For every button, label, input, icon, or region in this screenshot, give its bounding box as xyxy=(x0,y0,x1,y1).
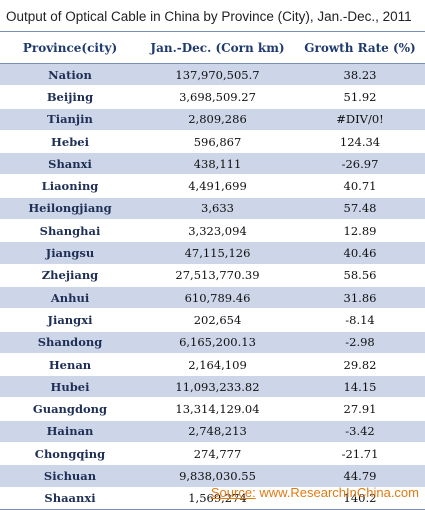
cell-province: Guangdong xyxy=(0,397,140,421)
optical-cable-table: Province(city) Jan.-Dec. (Corn km) Growt… xyxy=(0,31,425,510)
table-row: Nation 137,970,505.7 38.23 xyxy=(0,63,425,87)
source-url: www.ResearchInChina.com xyxy=(259,485,419,500)
cell-growth: 51.92 xyxy=(295,85,425,109)
table-title: Output of Optical Cable in China by Prov… xyxy=(6,9,412,24)
cell-output: 9,838,030.55 xyxy=(140,464,295,488)
cell-province: Hubei xyxy=(0,375,140,399)
cell-output: 2,748,213 xyxy=(140,420,295,444)
cell-province: Nation xyxy=(0,63,140,87)
cell-output: 11,093,233.82 xyxy=(140,375,295,399)
table-row: Jiangxi 202,654 -8.14 xyxy=(0,308,425,332)
table-row: Shandong 6,165,200.13 -2.98 xyxy=(0,331,425,354)
cell-province: Sichuan xyxy=(0,464,140,488)
cell-growth: 40.46 xyxy=(295,241,425,265)
table-row: Zhejiang 27,513,770.39 58.56 xyxy=(0,264,425,287)
cell-output: 610,789.46 xyxy=(140,286,295,310)
cell-growth: 40.71 xyxy=(295,174,425,198)
table-row: Henan 2,164,109 29.82 xyxy=(0,353,425,377)
table-row: Hainan 2,748,213 -3.42 xyxy=(0,420,425,444)
cell-growth: 44.79 xyxy=(295,464,425,488)
cell-growth: -3.42 xyxy=(295,420,425,444)
cell-growth: -8.14 xyxy=(295,308,425,332)
cell-growth: #DIV/0! xyxy=(295,108,425,131)
cell-province: Shanxi xyxy=(0,152,140,176)
cell-province: Beijing xyxy=(0,85,140,109)
cell-output: 6,165,200.13 xyxy=(140,331,295,354)
column-header-growth: Growth Rate (%) xyxy=(295,31,425,64)
cell-province: Heilongjiang xyxy=(0,197,140,221)
source-note: Source: www.ResearchInChina.com xyxy=(211,484,419,502)
cell-province: Liaoning xyxy=(0,174,140,198)
cell-province: Tianjin xyxy=(0,108,140,131)
cell-output: 3,633 xyxy=(140,197,295,221)
cell-output: 202,654 xyxy=(140,308,295,332)
table-header-row: Province(city) Jan.-Dec. (Corn km) Growt… xyxy=(0,31,425,64)
cell-output: 3,323,094 xyxy=(140,219,295,243)
cell-output: 3,698,509.27 xyxy=(140,85,295,109)
cell-growth: 58.56 xyxy=(295,264,425,287)
cell-province: Anhui xyxy=(0,286,140,310)
cell-output: 4,491,699 xyxy=(140,174,295,198)
cell-output: 27,513,770.39 xyxy=(140,264,295,287)
column-header-province: Province(city) xyxy=(0,31,140,64)
table-row: Shanghai 3,323,094 12.89 xyxy=(0,219,425,243)
cell-output: 47,115,126 xyxy=(140,241,295,265)
cell-province: Zhejiang xyxy=(0,264,140,287)
table-body: Nation 137,970,505.7 38.23 Beijing 3,698,509… xyxy=(0,63,425,510)
cell-province: Jiangsu xyxy=(0,241,140,265)
table-row: Liaoning 4,491,699 40.71 xyxy=(0,174,425,198)
table-row: Guangdong 13,314,129.04 27.91 xyxy=(0,397,425,421)
table-row: Hebei 596,867 124.34 xyxy=(0,130,425,154)
table-row: Jiangsu 47,115,126 40.46 xyxy=(0,241,425,265)
table-row: Tianjin 2,809,286 #DIV/0! xyxy=(0,108,425,131)
cell-growth: -26.97 xyxy=(295,152,425,176)
table-row: Hubei 11,093,233.82 14.15 xyxy=(0,375,425,399)
cell-growth: 27.91 xyxy=(295,397,425,421)
cell-growth: 38.23 xyxy=(295,63,425,87)
cell-output: 137,970,505.7 xyxy=(140,63,295,87)
cell-province: Shaanxi xyxy=(0,487,140,510)
cell-output: 13,314,129.04 xyxy=(140,397,295,421)
cell-province: Hebei xyxy=(0,130,140,154)
table-row: Shanxi 438,111 -26.97 xyxy=(0,152,425,176)
cell-growth: 14.15 xyxy=(295,375,425,399)
cell-growth: 31.86 xyxy=(295,286,425,310)
cell-growth: 29.82 xyxy=(295,353,425,377)
table-row: Anhui 610,789.46 31.86 xyxy=(0,286,425,310)
cell-province: Shandong xyxy=(0,331,140,354)
table-row: Chongqing 274,777 -21.71 xyxy=(0,442,425,466)
table-row: Heilongjiang 3,633 57.48 xyxy=(0,197,425,221)
cell-growth: -21.71 xyxy=(295,442,425,466)
table-row: Beijing 3,698,509.27 51.92 xyxy=(0,85,425,109)
cell-growth: 124.34 xyxy=(295,130,425,154)
column-header-output: Jan.-Dec. (Corn km) xyxy=(140,31,295,64)
cell-output: 274,777 xyxy=(140,442,295,466)
cell-province: Jiangxi xyxy=(0,308,140,332)
cell-province: Shanghai xyxy=(0,219,140,243)
source-label: Source: xyxy=(210,485,256,500)
cell-growth: 12.89 xyxy=(295,219,425,243)
cell-growth: -2.98 xyxy=(295,331,425,354)
cell-province: Henan xyxy=(0,353,140,377)
cell-growth: 57.48 xyxy=(295,197,425,221)
cell-output: 2,809,286 xyxy=(140,108,295,131)
cell-output: 2,164,109 xyxy=(140,353,295,377)
cell-province: Chongqing xyxy=(0,442,140,466)
table-row: Sichuan 9,838,030.55 44.79 xyxy=(0,464,425,488)
cell-output: 596,867 xyxy=(140,130,295,154)
cell-province: Hainan xyxy=(0,420,140,444)
cell-output: 438,111 xyxy=(140,152,295,176)
